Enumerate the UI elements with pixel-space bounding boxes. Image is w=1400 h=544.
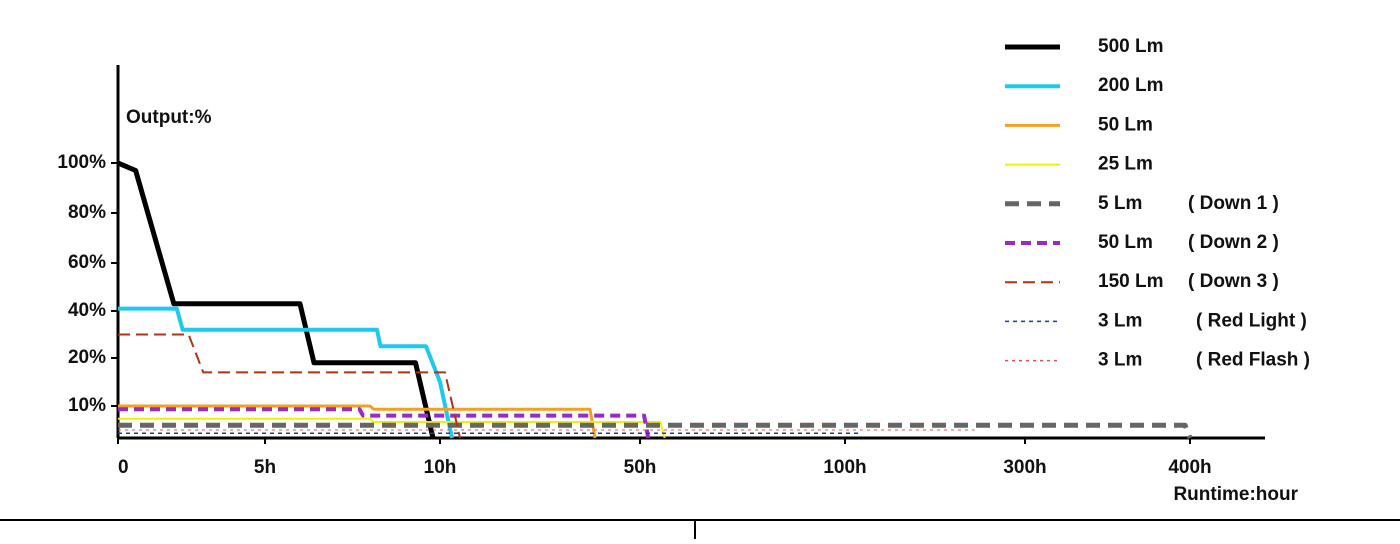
legend-label: 5 Lm (1098, 193, 1142, 214)
y-tick-label: 80% (68, 202, 106, 223)
y-tick-label: 20% (68, 347, 106, 368)
legend-note: ( Down 1 ) (1188, 193, 1279, 214)
series-line (118, 422, 1193, 439)
x-tick-label: 50h (624, 457, 657, 478)
legend-label: 150 Lm (1098, 271, 1163, 292)
legend-label: 3 Lm (1098, 310, 1142, 331)
series-line (118, 333, 461, 439)
legend-label: 200 Lm (1098, 75, 1163, 96)
legend-note: ( Down 2 ) (1188, 232, 1279, 253)
x-tick-label: 100h (823, 457, 866, 478)
y-tick-label: 60% (68, 252, 106, 273)
x-tick-label: 400h (1168, 457, 1211, 478)
y-axis-label: Output:% (126, 107, 212, 128)
legend-note: ( Down 3 ) (1188, 271, 1279, 292)
x-tick-label: 5h (254, 457, 276, 478)
legend-label: 25 Lm (1098, 154, 1153, 175)
series-line (118, 417, 666, 439)
series-line (118, 404, 597, 439)
legend-label: 3 Lm (1098, 350, 1142, 371)
series-line (118, 407, 651, 439)
y-tick-label: 100% (57, 152, 106, 173)
legend-label: 50 Lm (1098, 114, 1153, 135)
legend-note: ( Red Light ) (1196, 310, 1307, 331)
x-tick-label: 300h (1003, 457, 1046, 478)
series-line (118, 306, 454, 439)
legend-label: 50 Lm (1098, 232, 1153, 253)
series-line (117, 160, 436, 439)
y-tick-label: 40% (68, 300, 106, 321)
x-axis-label: Runtime:hour (1173, 484, 1298, 505)
legend-label: 500 Lm (1098, 36, 1163, 57)
legend-note: ( Red Flash ) (1196, 350, 1310, 371)
x-tick-label: 10h (424, 457, 457, 478)
x-tick-label: 0 (118, 457, 129, 478)
y-tick-label: 10% (68, 395, 106, 416)
